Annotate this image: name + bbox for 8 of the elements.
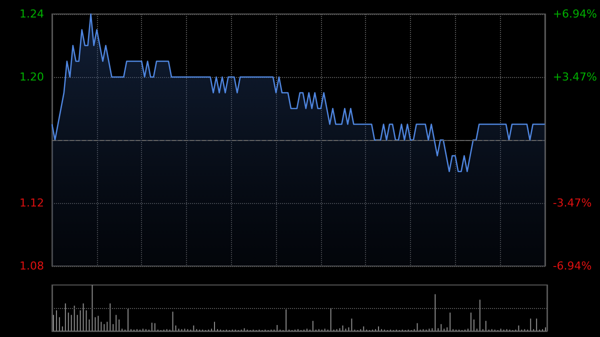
y-tick-label: 1.24 (20, 8, 44, 20)
y-tick-label: 1.20 (20, 70, 44, 84)
y-tick-label: 1.12 (20, 196, 44, 210)
y2-tick-label: -6.94% (552, 260, 592, 272)
y2-tick-label: +6.94% (552, 8, 598, 20)
y-tick-label: 1.08 (20, 260, 44, 272)
y2-tick-label: -3.47% (552, 196, 592, 210)
y2-tick-label: +3.47% (552, 70, 598, 84)
